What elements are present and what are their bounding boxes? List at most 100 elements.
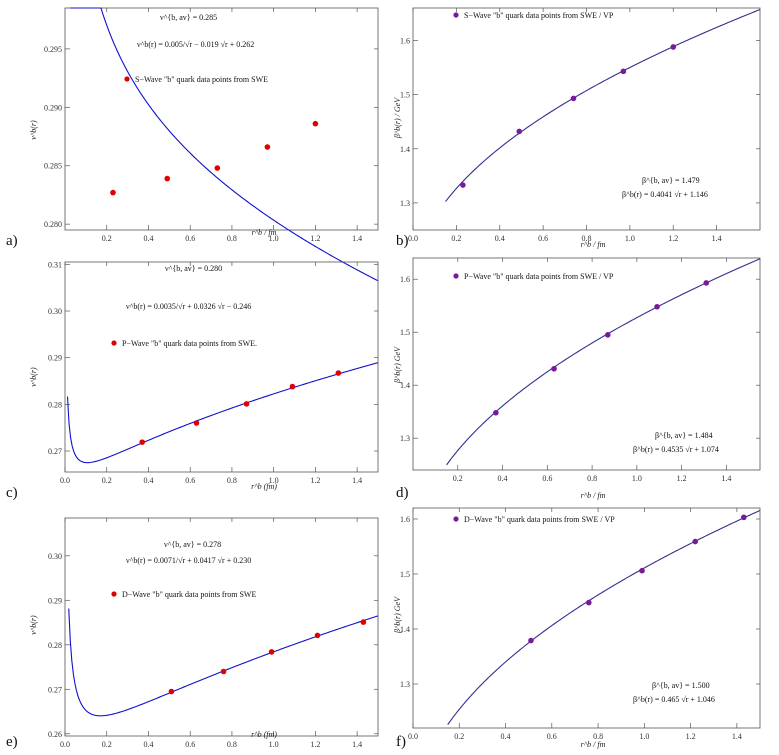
x-tick-label: 1.4 — [352, 234, 362, 243]
data-point — [220, 668, 227, 675]
x-axis-label: r^b / fm — [581, 491, 606, 500]
x-tick-label: 0.2 — [102, 740, 112, 749]
legend-label: P−Wave "b" quark data points from SWE / … — [464, 272, 614, 281]
x-tick-label: 1.2 — [310, 234, 320, 243]
plot-frame — [64, 7, 379, 231]
x-axis-label: r^b (fm) — [251, 730, 277, 739]
y-axis-label: β^b(r) GeV — [393, 596, 402, 634]
x-tick-label: 1.0 — [269, 476, 279, 485]
y-tick-label: 1.4 — [400, 625, 410, 634]
y-tick-label: 0.29 — [48, 354, 62, 363]
x-tick-label: 1.0 — [632, 474, 642, 483]
legend-marker — [124, 76, 130, 82]
x-tick-label: 1.2 — [668, 234, 678, 243]
average-annotation: ν^{b, av} = 0.280 — [165, 264, 222, 273]
data-point — [703, 280, 710, 286]
y-tick-label: 0.280 — [44, 220, 62, 229]
legend-label: P−Wave "b" quark data points from SWE. — [122, 339, 257, 348]
panel-label: f) — [396, 734, 406, 750]
fit-curve — [447, 509, 761, 725]
y-tick-label: 1.5 — [400, 328, 410, 337]
x-tick-label: 0.2 — [454, 732, 464, 741]
data-point — [551, 365, 557, 372]
fit-equation: ν^b(r) = 0.0035/√r + 0.0326 √r − 0.246 — [126, 302, 251, 311]
fit-equation: ν^b(r) = 0.005/√r − 0.019 √r + 0.262 — [137, 40, 254, 49]
x-tick-label: 0.6 — [547, 732, 557, 741]
fit-curve — [70, 7, 379, 282]
panel-label: a) — [6, 233, 18, 249]
x-tick-label: 0.2 — [451, 234, 461, 243]
y-tick-label: 0.28 — [48, 400, 62, 409]
legend-marker — [453, 12, 459, 18]
average-annotation: β^{b, av} = 1.500 — [652, 681, 710, 690]
chart-panel-a: 0.2 0.4 0.6 0.8 1.0 1.2 1.4 0.280 0.285 0.290 0.29… — [6, 7, 379, 282]
x-tick-label: 0.8 — [227, 234, 237, 243]
y-tick-label: 1.3 — [400, 680, 410, 689]
plot-frame — [412, 257, 761, 471]
x-tick-label: 0.0 — [408, 732, 418, 741]
y-tick-label: 0.290 — [44, 103, 62, 112]
data-point — [168, 688, 175, 695]
chart-panel-e: 0.0 0.2 0.4 0.6 0.8 1.0 1.2 1.4 0.26 0.27 0.28 0.29… — [6, 517, 379, 750]
x-tick-label: 1.0 — [269, 234, 279, 243]
x-tick-label: 0.0 — [60, 740, 70, 749]
legend-label: D−Wave "b" quark data points from SWE — [122, 590, 256, 599]
x-tick-label: 0.4 — [143, 234, 153, 243]
fit-equation: β^b(r) = 0.4535 √r + 1.074 — [633, 445, 719, 454]
y-tick-label: 0.295 — [44, 45, 62, 54]
x-tick-label: 0.6 — [185, 234, 195, 243]
y-axis-label: ν^b(r) — [29, 367, 38, 387]
x-tick-label: 0.0 — [408, 234, 418, 243]
y-tick-label: 0.29 — [48, 596, 62, 605]
x-tick-label: 0.8 — [227, 740, 237, 749]
y-tick-label: 1.6 — [400, 515, 410, 524]
y-tick-label: 0.27 — [48, 447, 62, 456]
x-tick-label: 0.4 — [495, 234, 505, 243]
average-annotation: β^{b, av} = 1.479 — [642, 176, 700, 185]
x-axis-label: r^b / fm — [581, 240, 606, 249]
x-axis-label: r^b / fm — [252, 228, 277, 237]
x-tick-label: 1.4 — [352, 740, 362, 749]
panel-label: c) — [6, 485, 18, 501]
data-point — [528, 637, 534, 644]
x-tick-label: 0.8 — [593, 732, 603, 741]
data-point — [314, 632, 321, 639]
y-tick-label: 0.26 — [48, 730, 62, 739]
data-point — [604, 332, 611, 338]
x-tick-label: 0.8 — [582, 234, 592, 243]
data-point — [335, 370, 342, 376]
chart-panel-f: 0.0 0.2 0.4 0.6 0.8 1.0 1.2 1.4 1.3 1.4 1.5 1.6 D−Wa… — [393, 507, 761, 750]
fit-equation: β^b(r) = 0.465 √r + 1.046 — [633, 695, 715, 704]
data-point — [264, 144, 271, 150]
data-point — [193, 420, 200, 426]
data-point — [586, 599, 592, 606]
x-tick-label: 0.6 — [185, 740, 195, 749]
x-tick-label: 1.2 — [310, 476, 320, 485]
fit-curve — [66, 362, 379, 464]
panel-label: d) — [396, 485, 409, 501]
data-point — [110, 189, 116, 196]
y-axis-label: ν^b(r) — [29, 615, 38, 635]
average-annotation: ν^{b, av} = 0.285 — [160, 13, 217, 22]
data-point — [692, 538, 699, 545]
panel-label: b) — [396, 233, 409, 249]
y-tick-label: 0.30 — [48, 552, 62, 561]
data-point — [312, 120, 319, 127]
legend-marker — [111, 340, 117, 346]
x-tick-label: 1.4 — [352, 476, 362, 485]
x-tick-label: 0.0 — [60, 476, 70, 485]
data-point — [670, 44, 677, 50]
data-point — [289, 383, 296, 390]
data-point — [741, 514, 747, 521]
x-tick-label: 1.0 — [269, 740, 279, 749]
y-tick-label: 1.6 — [400, 36, 410, 45]
legend-label: D−Wave "b" quark data points from SWE / … — [464, 515, 615, 524]
data-point — [570, 95, 577, 102]
y-tick-label: 1.3 — [400, 199, 410, 208]
data-point — [360, 619, 367, 625]
y-tick-label: 0.27 — [48, 685, 62, 694]
plot-frame — [412, 507, 761, 729]
x-tick-label: 0.2 — [102, 476, 112, 485]
y-tick-label: 1.3 — [400, 434, 410, 443]
